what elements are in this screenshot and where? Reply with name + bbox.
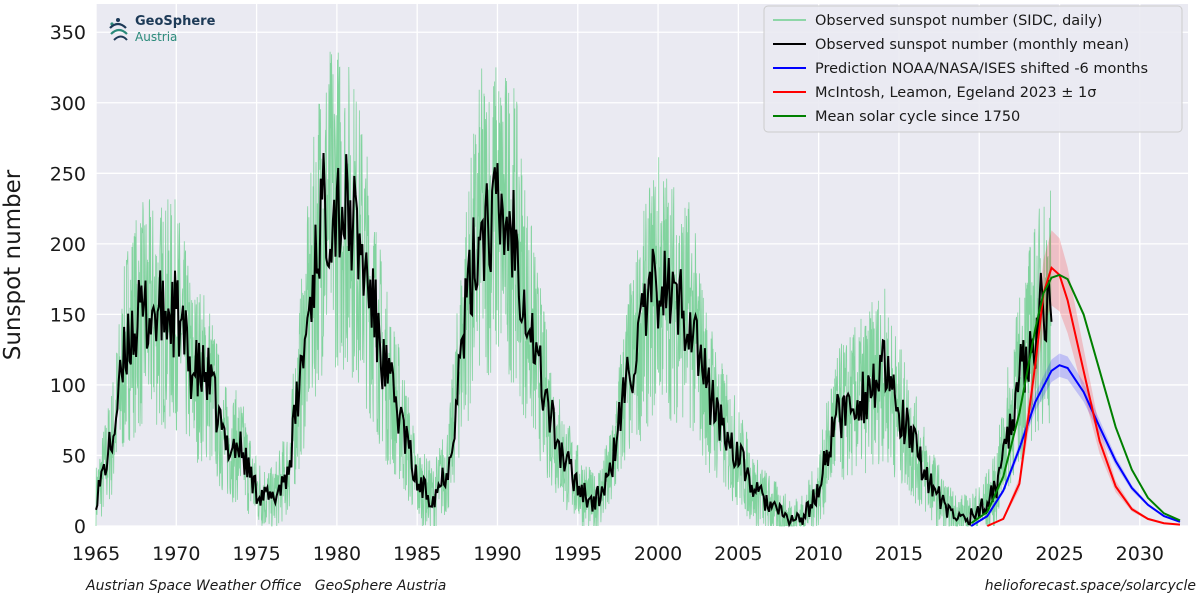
legend-label-monthly: Observed sunspot number (monthly mean) <box>815 37 1129 53</box>
x-tick-labels: 1965 1970 1975 1980 1985 1990 1995 2000 2005 2010… <box>72 543 1164 565</box>
x-tick-label: 1985 <box>393 543 441 565</box>
y-tick-label: 350 <box>50 22 86 44</box>
legend-label-mean: Mean solar cycle since 1750 <box>815 109 1020 125</box>
geosphere-logo-icon <box>109 18 128 41</box>
x-tick-label: 1980 <box>313 543 361 565</box>
footer-credit: Austrian Space Weather Office GeoSphere … <box>85 578 446 594</box>
x-tick-label: 1990 <box>473 543 521 565</box>
x-tick-label: 2020 <box>955 543 1003 565</box>
legend-label-mcintosh: McIntosh, Leamon, Egeland 2023 ± 1σ <box>815 85 1096 101</box>
x-tick-label: 1970 <box>152 543 200 565</box>
logo-title: GeoSphere <box>135 14 216 29</box>
x-tick-label: 2015 <box>875 543 923 565</box>
legend-label-daily: Observed sunspot number (SIDC, daily) <box>815 13 1102 29</box>
series-layer <box>95 51 1181 528</box>
series-mean-line <box>970 273 1181 525</box>
footer-url: helioforecast.space/solarcycle <box>985 578 1196 594</box>
y-tick-label: 250 <box>50 163 86 185</box>
y-tick-label: 200 <box>50 234 86 256</box>
x-tick-label: 2025 <box>1035 543 1083 565</box>
legend: Observed sunspot number (SIDC, daily) Ob… <box>763 5 1183 133</box>
y-tick-label: 100 <box>50 375 86 397</box>
x-tick-label: 2010 <box>794 543 842 565</box>
x-tick-label: 1995 <box>554 543 602 565</box>
grid-lines <box>95 4 1188 527</box>
x-tick-label: 1965 <box>72 543 120 565</box>
logo: GeoSphere Austria <box>109 14 216 44</box>
legend-label-noaa: Prediction NOAA/NASA/ISES shifted -6 mon… <box>815 61 1148 77</box>
y-tick-label: 0 <box>74 516 86 538</box>
logo-subtitle: Austria <box>135 30 177 44</box>
legend-box <box>763 5 1183 133</box>
y-tick-label: 150 <box>50 304 86 326</box>
y-tick-label: 300 <box>50 93 86 115</box>
y-axis-label: Sunspot number <box>0 169 26 360</box>
series-mcintosh-line <box>986 266 1181 527</box>
x-tick-label: 2005 <box>714 543 762 565</box>
y-tick-label: 50 <box>62 445 86 467</box>
series-monthly-line <box>95 152 1053 528</box>
series-mcintosh-band <box>987 230 1180 527</box>
y-tick-labels: 0 50 100 150 200 250 300 350 <box>50 22 86 538</box>
x-tick-label: 1975 <box>232 543 280 565</box>
x-tick-label: 2000 <box>634 543 682 565</box>
x-tick-label: 2030 <box>1116 543 1164 565</box>
series-noaa-line <box>970 364 1181 527</box>
